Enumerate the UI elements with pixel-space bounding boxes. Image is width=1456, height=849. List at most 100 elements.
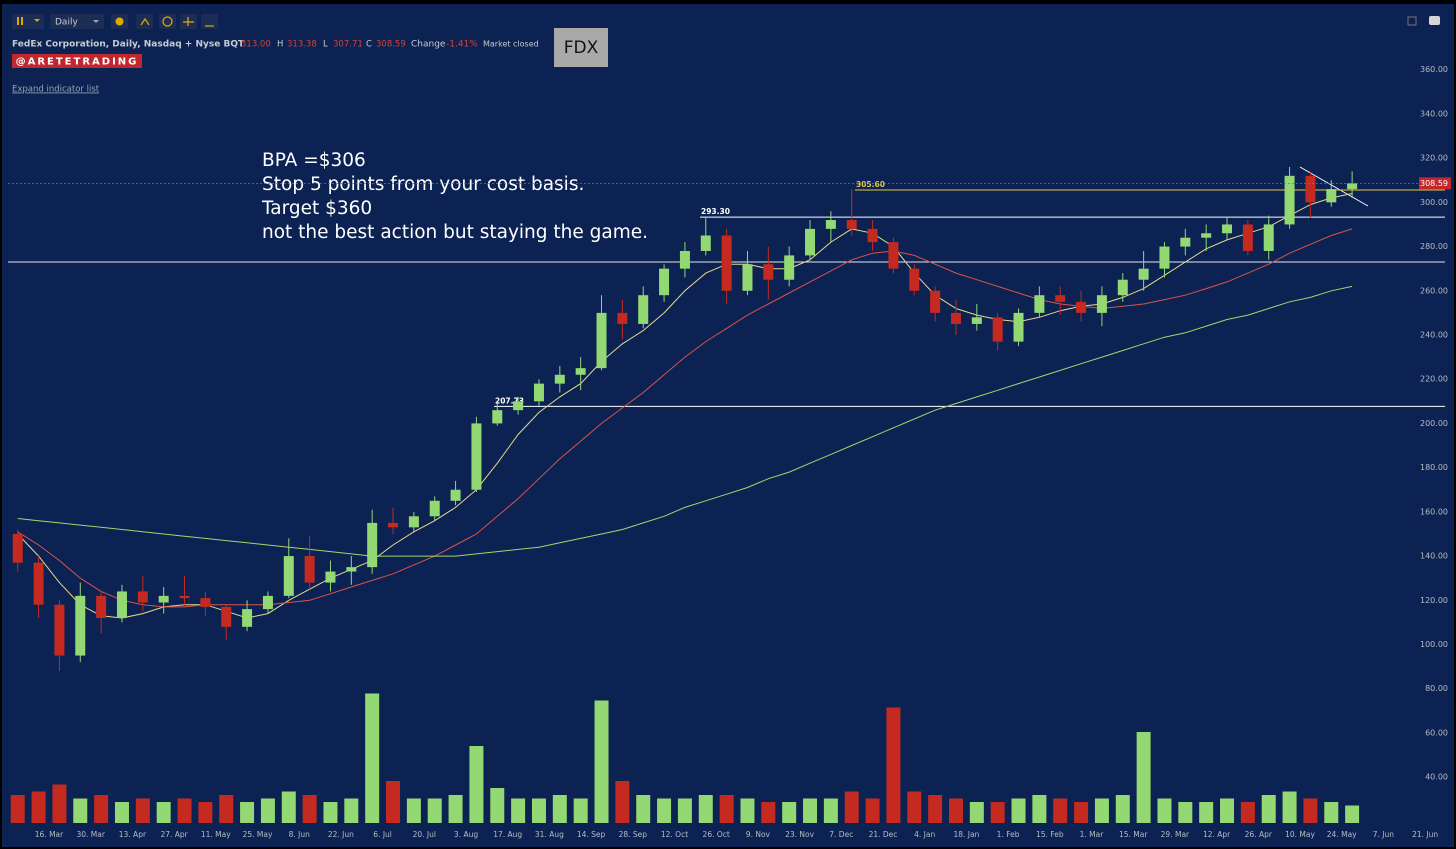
log-button[interactable] (201, 14, 218, 29)
background (2, 4, 1454, 847)
change-label: Change (411, 40, 446, 50)
x-tick-label: 18. Jan (953, 830, 979, 839)
volume-bar (177, 798, 192, 823)
candle-body (54, 604, 65, 656)
volume-bar (531, 798, 546, 823)
candle-body (617, 312, 628, 324)
volume-bar (594, 700, 609, 823)
candle-body (700, 235, 711, 251)
y-tick-label: 100.00 (1420, 640, 1448, 649)
volume-bar (928, 795, 943, 823)
candle-body (971, 317, 982, 324)
volume-bar (1032, 795, 1047, 823)
ohlc-key: L (323, 40, 328, 50)
candle-body (930, 290, 941, 313)
icon (17, 17, 19, 25)
candle-body (1117, 279, 1128, 296)
change-value: -1.41% (446, 40, 478, 50)
volume-bar (1157, 798, 1172, 823)
candle-body (1138, 268, 1149, 280)
icon (162, 16, 173, 27)
candle-body (1034, 295, 1045, 313)
candle-body (513, 401, 524, 411)
x-tick-label: 30. Mar (76, 830, 105, 839)
volume-bar (1199, 802, 1214, 823)
volume-bar (260, 798, 275, 823)
candle-body (679, 250, 690, 269)
volume-bar (344, 798, 359, 823)
candle-body (1013, 312, 1024, 342)
moving-average (17, 285, 1353, 557)
y-tick-label: 260.00 (1420, 286, 1448, 295)
candle-body (325, 571, 336, 583)
y-tick-label: 160.00 (1420, 507, 1448, 516)
candle-body (950, 312, 961, 324)
candle-body (388, 522, 399, 528)
expand-link[interactable]: Expand indicator list (12, 85, 100, 95)
candle-body (304, 556, 315, 583)
ohlc-value: 313.00 (241, 40, 271, 50)
icon (93, 20, 99, 23)
volume-bar (1094, 798, 1109, 823)
volume-bar (782, 802, 797, 823)
volume-bar (823, 798, 838, 823)
candle-body (492, 410, 503, 424)
clock-button[interactable] (159, 14, 176, 29)
icon (115, 17, 124, 26)
x-tick-label: 14. Sep (577, 830, 606, 839)
x-tick-label: 15. Feb (1036, 830, 1064, 839)
symbol-box (554, 28, 608, 67)
candle-body (408, 516, 419, 528)
candle-body (1159, 246, 1170, 269)
icon (140, 17, 150, 26)
chart-type-button[interactable] (12, 14, 44, 29)
x-tick-label: 7. Dec (829, 830, 853, 839)
icon (21, 17, 23, 25)
candle-body (554, 374, 565, 384)
annotation-line: BPA =$306 (262, 150, 366, 171)
x-tick-label: 4. Jan (914, 830, 935, 839)
candle-body (1055, 295, 1066, 302)
volume-bar (844, 791, 859, 823)
volume-bar (10, 795, 25, 823)
candle-body (367, 522, 378, 568)
last-price-badge (1419, 177, 1451, 190)
candle-body (242, 609, 253, 627)
y-tick-label: 60.00 (1425, 728, 1448, 737)
candle-body (1305, 175, 1316, 203)
x-tick-label: 21. Jun (1412, 830, 1438, 839)
symbol: FDX (564, 38, 599, 58)
volume-bar (657, 798, 672, 823)
ohlc-key: H (277, 40, 283, 50)
volume-bar (386, 781, 401, 823)
indicator-button[interactable] (136, 14, 153, 29)
moving-average (17, 228, 1353, 608)
candle-body (158, 595, 169, 603)
moving-average (17, 193, 1353, 619)
volume-bar (114, 802, 129, 823)
annotation-line: Stop 5 points from your cost basis. (262, 174, 584, 195)
x-tick-label: 20. Jul (413, 830, 436, 839)
level-label: 293.30 (701, 207, 730, 216)
candle-body (575, 368, 586, 375)
ohlc-value: 313.38 (287, 40, 317, 50)
screenshot-button[interactable] (1429, 16, 1440, 25)
volume-bar (1324, 802, 1339, 823)
watermark: @ARETETRADING (16, 57, 139, 68)
annotation-line: Target $360 (261, 198, 372, 219)
candle-body (12, 533, 23, 563)
y-tick-label: 120.00 (1420, 596, 1448, 605)
candle-body (888, 242, 899, 269)
y-tick-label: 80.00 (1425, 684, 1448, 693)
candle-body (1076, 301, 1087, 313)
volume-bar (907, 791, 922, 823)
volume-bar (448, 795, 463, 823)
interval-select[interactable] (50, 14, 104, 29)
volume-bar (323, 802, 338, 823)
x-tick-label: 31. Aug (535, 830, 564, 839)
candle-body (179, 595, 190, 599)
fullscreen-button[interactable] (1407, 16, 1417, 26)
candle-body (75, 595, 86, 656)
x-tick-label: 27. Apr (160, 830, 188, 839)
icon (34, 19, 40, 22)
